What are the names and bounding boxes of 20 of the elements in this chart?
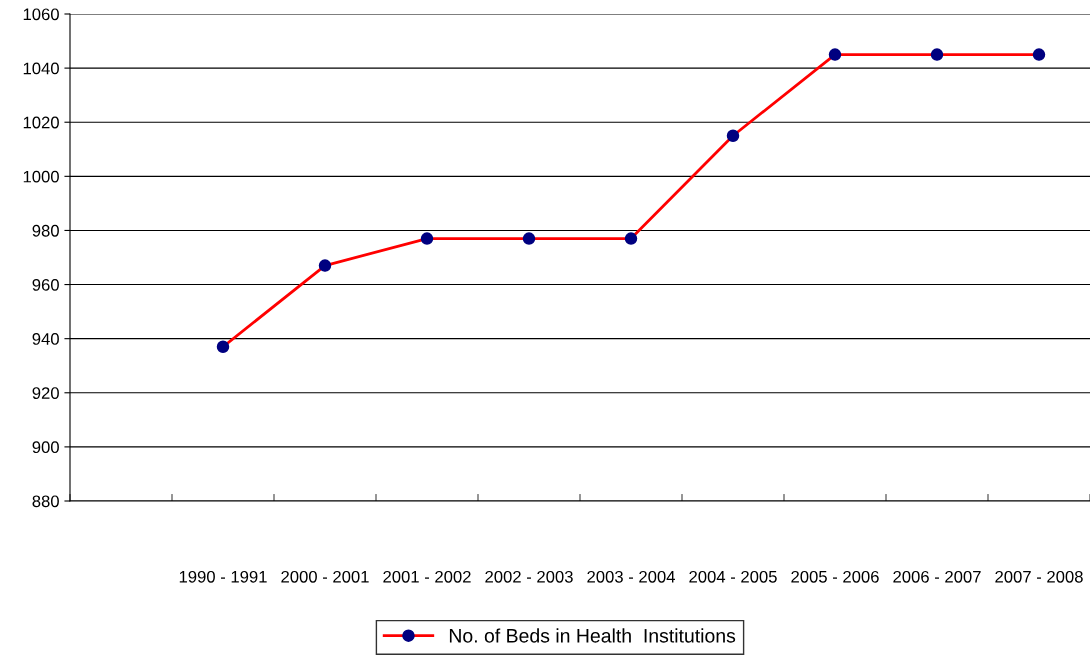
y-tick-label: 920 (32, 387, 59, 399)
x-tick-label: 2000 - 2001 (281, 570, 369, 583)
y-tick-label: 980 (32, 224, 59, 237)
y-tick-label: 940 (32, 333, 59, 345)
y-tick-label: 1060 (23, 8, 59, 21)
y-tick-label: 960 (32, 278, 59, 291)
x-tick-label: 2005 - 2006 (791, 570, 879, 583)
x-tick-label: 2004 - 2005 (689, 570, 777, 583)
y-tick-label: 1040 (23, 62, 59, 75)
x-tick-label: 2002 - 2003 (485, 570, 573, 583)
x-tick-label: 2006 - 2007 (893, 570, 981, 583)
legend-label: No. of Beds in Health Institutions (449, 628, 736, 643)
x-tick-label: 1990 - 1991 (179, 570, 267, 583)
x-tick-label: 2001 - 2002 (383, 570, 471, 583)
y-tick-label: 880 (32, 495, 59, 508)
y-tick-label: 1020 (23, 116, 59, 129)
y-tick-label: 1000 (23, 170, 59, 183)
y-tick-label: 900 (32, 441, 59, 454)
x-tick-label: 2007 - 2008 (995, 570, 1083, 583)
x-tick-label: 2003 - 2004 (587, 570, 675, 583)
